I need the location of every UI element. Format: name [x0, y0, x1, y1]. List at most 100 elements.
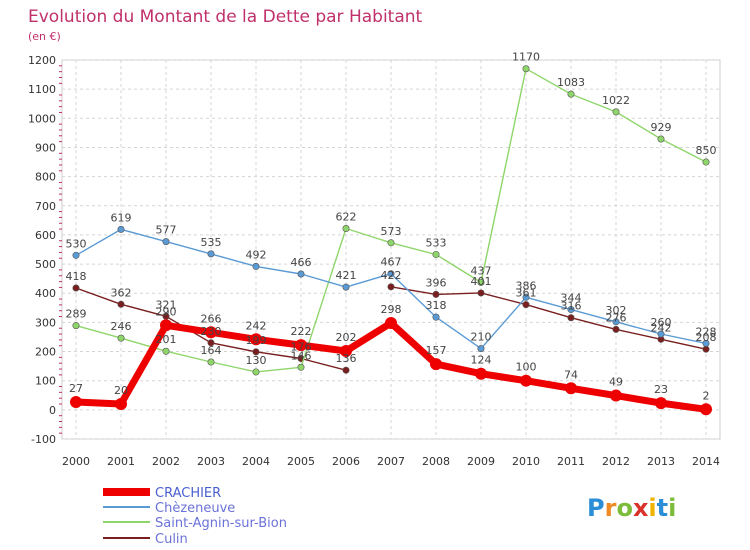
x-tick-label: 2013 [647, 455, 675, 468]
data-point-1 [657, 330, 665, 338]
data-point-2 [342, 225, 350, 233]
data-label-1: 318 [426, 299, 447, 312]
data-point-0 [385, 316, 397, 329]
data-label-1: 492 [246, 248, 267, 261]
data-point-1 [72, 251, 80, 259]
data-label-0: 124 [471, 354, 492, 367]
data-point-0 [70, 395, 82, 408]
data-label-2: 164 [201, 344, 222, 357]
y-tick-label: 0 [49, 404, 56, 417]
data-label-0: 202 [336, 331, 357, 344]
data-label-0: 157 [426, 344, 447, 357]
data-label-0: 2 [703, 389, 710, 402]
y-tick-label: 200 [35, 346, 56, 359]
data-label-2: 130 [246, 354, 267, 367]
data-label-0: 222 [291, 325, 312, 338]
data-point-1 [207, 250, 215, 258]
logo-letter: i [668, 494, 676, 522]
data-label-3: 230 [201, 325, 222, 338]
data-label-3: 361 [516, 287, 537, 300]
data-point-1 [702, 339, 710, 347]
data-point-3 [342, 366, 350, 374]
data-point-3 [702, 345, 710, 353]
legend-label-1: Chèzeneuve [155, 501, 235, 516]
data-point-1 [477, 345, 485, 353]
data-label-3: 362 [111, 286, 132, 299]
data-label-0: 74 [564, 368, 578, 381]
data-label-2: 289 [66, 308, 87, 321]
data-label-2: 1170 [512, 51, 540, 64]
data-point-0 [205, 326, 217, 339]
data-point-3 [567, 314, 575, 322]
data-point-3 [432, 290, 440, 298]
y-tick-label: 1000 [28, 112, 56, 125]
y-tick-label: 100 [35, 375, 56, 388]
data-label-3: 242 [651, 321, 672, 334]
data-point-3 [387, 283, 395, 291]
data-label-0: 27 [69, 382, 83, 395]
data-point-2 [477, 278, 485, 286]
data-label-3: 422 [381, 269, 402, 282]
data-label-0: 242 [246, 319, 267, 332]
data-point-3 [612, 325, 620, 333]
data-label-3: 199 [246, 334, 267, 347]
x-tick-label: 2006 [332, 455, 360, 468]
data-label-0: 23 [654, 383, 668, 396]
data-label-3: 176 [291, 341, 312, 354]
data-label-2: 929 [651, 121, 672, 134]
data-point-2 [432, 250, 440, 258]
data-label-0: 266 [201, 312, 222, 325]
data-point-2 [162, 347, 170, 355]
x-tick-label: 2004 [242, 455, 270, 468]
data-point-0 [250, 333, 262, 346]
data-point-2 [252, 368, 260, 376]
data-label-1: 530 [66, 237, 87, 250]
data-label-2: 201 [156, 333, 177, 346]
data-label-0: 100 [516, 361, 537, 374]
data-label-0: 290 [156, 305, 177, 318]
x-tick-label: 2012 [602, 455, 630, 468]
x-tick-label: 2009 [467, 455, 495, 468]
data-point-0 [565, 382, 577, 395]
logo-letter: t [657, 494, 668, 522]
data-label-3: 136 [336, 352, 357, 365]
chart-subtitle: (en €) [28, 30, 61, 43]
data-point-3 [477, 289, 485, 297]
data-point-2 [567, 90, 575, 98]
data-label-2: 622 [336, 211, 357, 224]
y-tick-label: 800 [35, 171, 56, 184]
legend-label-0: CRACHIER [155, 486, 221, 501]
data-point-3 [252, 348, 260, 356]
data-point-0 [340, 344, 352, 357]
data-point-1 [117, 225, 125, 233]
y-tick-label: 700 [35, 200, 56, 213]
x-tick-label: 2014 [692, 455, 720, 468]
y-tick-label: 1200 [28, 54, 56, 67]
data-label-1: 466 [291, 256, 312, 269]
x-tick-label: 2002 [152, 455, 180, 468]
data-point-0 [610, 389, 622, 402]
data-point-2 [522, 65, 530, 73]
data-point-1 [387, 270, 395, 278]
data-point-3 [72, 284, 80, 292]
logo-letter: i [648, 494, 656, 522]
data-label-1: 619 [111, 211, 132, 224]
data-point-2 [702, 158, 710, 166]
data-point-1 [612, 318, 620, 326]
data-point-1 [432, 313, 440, 321]
data-point-3 [522, 301, 530, 309]
logo-letter: P [587, 494, 605, 522]
x-tick-label: 2011 [557, 455, 585, 468]
proxiti-logo: Proxiti [587, 494, 676, 522]
data-point-2 [387, 239, 395, 247]
data-label-1: 467 [381, 256, 402, 269]
data-label-1: 344 [561, 292, 582, 305]
data-point-2 [297, 363, 305, 371]
data-label-0: 298 [381, 303, 402, 316]
y-tick-label: 900 [35, 141, 56, 154]
data-label-1: 210 [471, 331, 492, 344]
y-tick-label: 1100 [28, 83, 56, 96]
data-point-1 [567, 306, 575, 314]
data-label-1: 386 [516, 279, 537, 292]
